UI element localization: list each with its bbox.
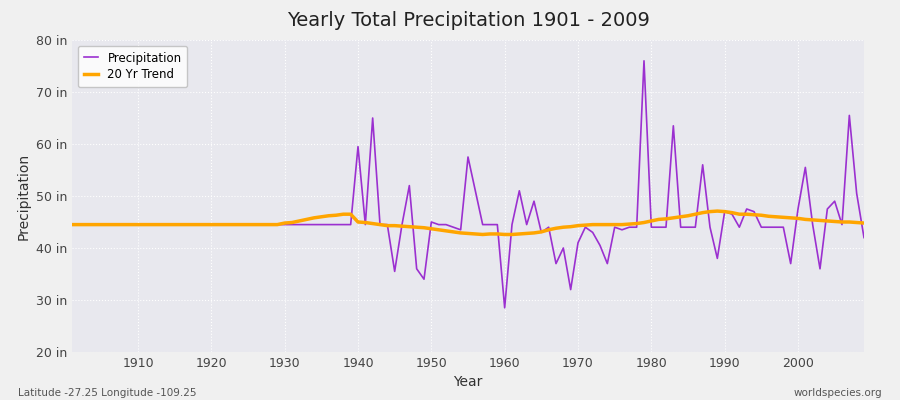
20 Yr Trend: [67, 222, 77, 227]
Line: Precipitation: Precipitation: [72, 61, 864, 308]
20 Yr Trend: [286, 220, 297, 225]
Precipitation: [859, 235, 869, 240]
Precipitation: [639, 58, 650, 63]
Precipitation: [67, 222, 77, 227]
20 Yr Trend: [330, 213, 341, 218]
Y-axis label: Precipitation: Precipitation: [16, 152, 31, 240]
20 Yr Trend: [500, 232, 510, 237]
Precipitation: [286, 222, 297, 227]
Precipitation: [500, 306, 510, 310]
Precipitation: [507, 222, 517, 227]
Title: Yearly Total Precipitation 1901 - 2009: Yearly Total Precipitation 1901 - 2009: [286, 11, 650, 30]
X-axis label: Year: Year: [454, 376, 482, 390]
20 Yr Trend: [477, 232, 488, 237]
20 Yr Trend: [507, 232, 517, 237]
20 Yr Trend: [712, 209, 723, 214]
20 Yr Trend: [125, 222, 136, 227]
Text: Latitude -27.25 Longitude -109.25: Latitude -27.25 Longitude -109.25: [18, 388, 196, 398]
20 Yr Trend: [595, 222, 606, 227]
Precipitation: [125, 222, 136, 227]
Precipitation: [492, 222, 503, 227]
Line: 20 Yr Trend: 20 Yr Trend: [72, 211, 864, 234]
20 Yr Trend: [859, 221, 869, 226]
Precipitation: [595, 243, 606, 248]
Legend: Precipitation, 20 Yr Trend: Precipitation, 20 Yr Trend: [78, 46, 187, 87]
Text: worldspecies.org: worldspecies.org: [794, 388, 882, 398]
Precipitation: [330, 222, 341, 227]
